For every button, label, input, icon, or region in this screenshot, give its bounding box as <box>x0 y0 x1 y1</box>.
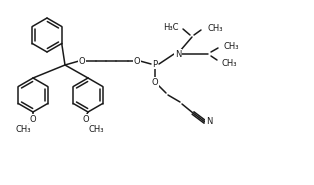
Text: CH₃: CH₃ <box>208 23 224 33</box>
Text: CH₃: CH₃ <box>222 58 237 68</box>
Text: O: O <box>152 78 158 87</box>
Text: O: O <box>30 115 36 124</box>
Text: N: N <box>206 117 212 127</box>
Text: P: P <box>152 60 158 68</box>
Text: CH₃: CH₃ <box>224 41 240 51</box>
Text: H₃C: H₃C <box>164 23 179 31</box>
Text: N: N <box>175 50 181 58</box>
Text: O: O <box>83 115 89 124</box>
Text: CH₃: CH₃ <box>15 125 31 134</box>
Text: O: O <box>134 56 140 65</box>
Text: CH₃: CH₃ <box>88 125 104 134</box>
Text: O: O <box>79 56 85 65</box>
